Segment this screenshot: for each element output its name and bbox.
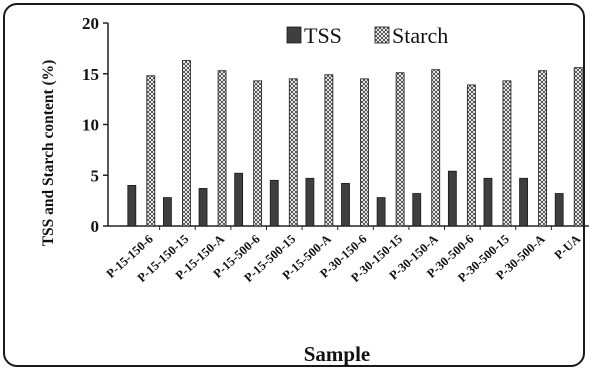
bar-tss <box>198 188 208 227</box>
y-tick-labels: 0 5 10 15 20 <box>82 14 108 236</box>
bar-tss <box>341 182 350 227</box>
bar-starch <box>360 78 369 227</box>
bar-starch <box>538 70 547 227</box>
bar-starch <box>146 75 156 227</box>
bar-starch <box>288 78 298 227</box>
y-tick-label: 10 <box>82 116 99 135</box>
y-axis-title: TSS and Starch content (%) <box>40 60 57 247</box>
bar-chart: 0 5 10 15 20 P-15-150-6P-15-150-15P-15-150-A… <box>40 14 589 366</box>
bars <box>127 60 583 227</box>
legend: TSS Starch <box>286 23 448 48</box>
bar-tss <box>554 193 564 227</box>
bar-starch <box>466 84 476 227</box>
bar-starch <box>573 67 583 227</box>
legend-label-starch: Starch <box>392 23 448 48</box>
legend-swatch-tss <box>286 26 302 44</box>
bar-starch <box>324 74 334 227</box>
bar-starch <box>431 69 441 227</box>
x-axis-title: Sample <box>304 342 371 366</box>
legend-label-tss: TSS <box>304 23 342 48</box>
y-tick-label: 5 <box>91 166 100 185</box>
bar-tss <box>269 179 279 227</box>
x-tick-labels: P-15-150-6P-15-150-15P-15-150-AP-15-500-… <box>104 226 584 285</box>
x-tick-label: P-UA <box>552 232 584 262</box>
bar-tss <box>483 177 493 227</box>
bar-tss <box>305 177 315 227</box>
y-tick-label: 20 <box>82 14 99 33</box>
bar-tss <box>447 170 457 227</box>
bar-tss <box>234 172 244 227</box>
bar-starch <box>182 60 191 227</box>
bar-starch <box>395 72 405 227</box>
bar-starch <box>217 70 227 227</box>
bar-tss <box>127 184 137 227</box>
bar-tss <box>163 197 172 227</box>
bar-starch <box>502 80 512 227</box>
bar-starch <box>253 80 263 227</box>
y-tick-label: 0 <box>91 217 100 236</box>
y-tick-label: 15 <box>82 65 99 84</box>
bar-tss <box>412 193 422 227</box>
legend-swatch-starch <box>374 26 390 44</box>
chart-frame: 0 5 10 15 20 P-15-150-6 P-15-150-15 P-15-150-A… <box>3 3 589 367</box>
bar-tss <box>519 177 528 227</box>
bar-tss <box>376 197 386 227</box>
